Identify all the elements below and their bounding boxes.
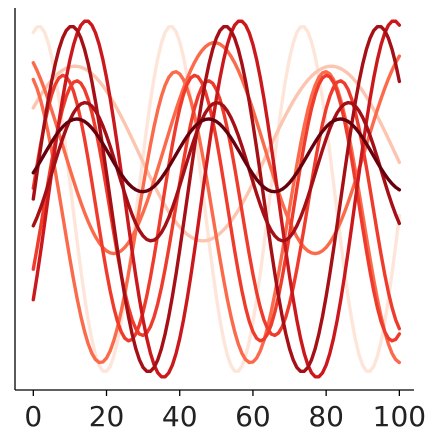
series-line-1 (31, 25, 402, 373)
series-line-9 (31, 24, 402, 374)
series-line-8 (31, 100, 402, 243)
x-tick-label: 0 (24, 400, 42, 433)
series-line-10 (31, 117, 402, 194)
x-tick-label: 80 (308, 400, 344, 433)
x-axis-ticks: 0 20 40 60 80 100 (24, 390, 426, 433)
x-tick-label: 60 (235, 400, 271, 433)
series-line-6 (31, 73, 402, 343)
x-tick-label: 20 (89, 400, 125, 433)
series-line-7 (31, 19, 402, 379)
series-group (31, 19, 402, 379)
x-tick-label: 40 (162, 400, 198, 433)
x-tick-label: 100 (373, 400, 426, 433)
